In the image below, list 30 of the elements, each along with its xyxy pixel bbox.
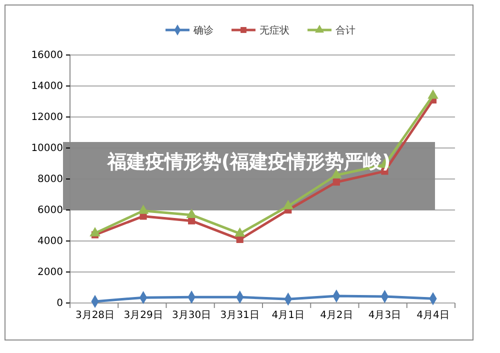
x-tick-label: 3月29日 bbox=[124, 310, 163, 322]
point bbox=[428, 89, 438, 99]
x-tick-label: 4月4日 bbox=[416, 310, 450, 322]
y-tick-label: 0 bbox=[56, 298, 63, 310]
point bbox=[282, 200, 294, 210]
y-tick-label: 16000 bbox=[31, 50, 63, 62]
x-tick-label: 4月3日 bbox=[368, 310, 402, 322]
x-tick-label: 3月28日 bbox=[75, 310, 115, 322]
y-tick-label: 10000 bbox=[31, 143, 63, 154]
y-tick-label: 2000 bbox=[38, 267, 63, 278]
x-tick-label: 4月1日 bbox=[272, 310, 305, 322]
y-tick-label: 12000 bbox=[31, 112, 63, 124]
y-tick-label: 14000 bbox=[31, 81, 63, 92]
y-tick-label: 6000 bbox=[38, 205, 63, 216]
point bbox=[186, 208, 197, 218]
point bbox=[90, 227, 100, 236]
point bbox=[138, 204, 149, 214]
point bbox=[332, 178, 340, 186]
x-tick-label: 3月30日 bbox=[172, 310, 212, 322]
legend-label: 无症状 bbox=[260, 24, 290, 36]
point bbox=[236, 236, 244, 243]
x-tick-label: 3月31日 bbox=[220, 310, 260, 322]
x-tick-label: 4月2日 bbox=[320, 310, 353, 322]
legend-label: 合计 bbox=[336, 24, 356, 36]
y-tick-label: 8000 bbox=[38, 174, 63, 186]
point bbox=[188, 217, 196, 224]
y-tick-label: 4000 bbox=[38, 236, 63, 248]
legend-label: 确诊 bbox=[192, 24, 214, 36]
point bbox=[234, 227, 246, 237]
text: 福建疫情形势(福建疫情形势严峻) bbox=[106, 151, 391, 173]
